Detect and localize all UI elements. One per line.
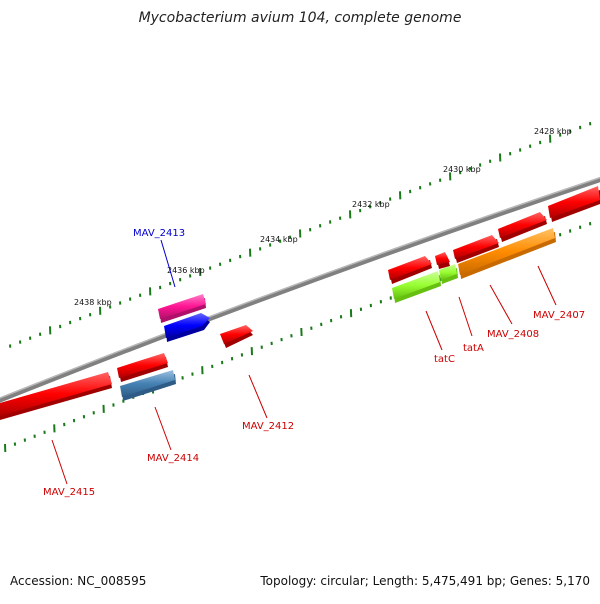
map-title: Mycobacterium avium 104, complete genome bbox=[0, 10, 600, 26]
gene-label-mav-2407[interactable]: MAV_2407 bbox=[533, 310, 585, 321]
scale-label-2438: 2438 kbp bbox=[74, 298, 112, 307]
callout-line-mav-2407 bbox=[538, 266, 556, 305]
accession-text: Accession: NC_008595 bbox=[10, 574, 146, 588]
gene-arrow-tata-partner[interactable] bbox=[435, 252, 450, 269]
genome-backbone bbox=[0, 178, 600, 402]
scale-label-2436: 2436 kbp bbox=[167, 266, 205, 275]
gene-arrow-mav-2412[interactable] bbox=[220, 325, 253, 348]
genome-summary-text: Topology: circular; Length: 5,475,491 bp… bbox=[260, 574, 590, 588]
scale-label-2432: 2432 kbp bbox=[352, 200, 390, 209]
gene-label-tatc[interactable]: tatC bbox=[434, 354, 455, 365]
callout-line-tatc bbox=[426, 311, 442, 350]
callout-line-mav-2408 bbox=[490, 285, 512, 324]
gene-label-mav-2408[interactable]: MAV_2408 bbox=[487, 329, 539, 340]
gene-label-mav-2413[interactable]: MAV_2413 bbox=[133, 228, 185, 239]
gene-label-mav-2415[interactable]: MAV_2415 bbox=[43, 487, 95, 498]
callout-line-mav-2415 bbox=[52, 440, 67, 484]
scale-label-2428: 2428 kbp bbox=[534, 127, 572, 136]
callout-line-mav-2414 bbox=[155, 407, 171, 450]
callout-line-tata bbox=[459, 297, 472, 336]
scale-label-2434: 2434 kbp bbox=[260, 235, 298, 244]
callout-line-mav-2412 bbox=[249, 375, 267, 418]
gene-label-mav-2412[interactable]: MAV_2412 bbox=[242, 421, 294, 432]
gene-arrow-upper-1[interactable] bbox=[548, 186, 600, 222]
callout-line-mav-2413 bbox=[161, 240, 175, 287]
gene-label-mav-2414[interactable]: MAV_2414 bbox=[147, 453, 199, 464]
gene-label-tata[interactable]: tatA bbox=[463, 343, 484, 354]
scale-label-2430: 2430 kbp bbox=[443, 165, 481, 174]
